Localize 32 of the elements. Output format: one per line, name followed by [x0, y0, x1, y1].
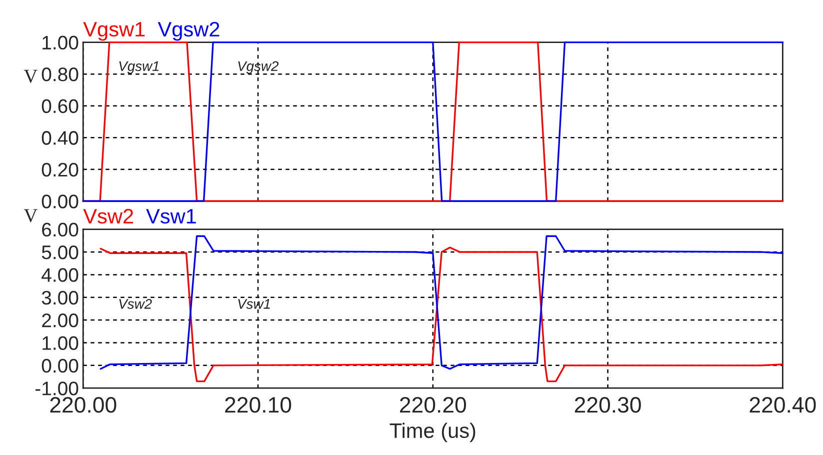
- y-tick-label: 0.00: [42, 194, 78, 208]
- y-tick-label: 0.60: [42, 99, 78, 114]
- annotation: Vgsw2: [238, 61, 279, 74]
- y-tick-label: 3.00: [42, 290, 78, 305]
- y-tick-label: 4.00: [42, 268, 78, 282]
- series-label: Vsw2: [83, 208, 134, 224]
- annotation: Vsw1: [238, 299, 270, 309]
- y-tick-label: -1.00: [36, 382, 78, 396]
- line-series: [100, 246, 784, 382]
- y-tick-label: 6.00: [42, 222, 78, 237]
- annotation: Vsw2: [119, 299, 152, 309]
- annotation: Vgsw1: [119, 61, 159, 74]
- x-tick-label: 220.40: [750, 397, 816, 413]
- y-tick-label: 2.00: [42, 314, 78, 328]
- x-axis-title: Time (us): [390, 422, 476, 442]
- y-axis-title: V: [24, 209, 38, 222]
- y-tick-label: 1.00: [42, 36, 78, 50]
- y-tick-label: 0.00: [42, 358, 78, 373]
- x-tick-label: 220.30: [574, 397, 641, 413]
- y-axis-title: V: [24, 70, 38, 83]
- series-label: Vgsw1: [83, 22, 145, 41]
- y-tick-label: 0.20: [42, 162, 78, 177]
- line-series: [100, 235, 784, 370]
- y-tick-label: 5.00: [42, 245, 78, 260]
- y-tick-label: 0.40: [42, 131, 78, 145]
- series-label: Vgsw2: [158, 22, 220, 41]
- x-tick-label: 220.10: [225, 397, 292, 413]
- x-tick-label: 220.20: [400, 397, 466, 413]
- x-tick-label: 220.00: [50, 397, 116, 413]
- y-tick-label: 1.00: [42, 336, 78, 350]
- series-label: Vsw1: [146, 209, 196, 224]
- y-tick-label: 0.80: [42, 68, 78, 82]
